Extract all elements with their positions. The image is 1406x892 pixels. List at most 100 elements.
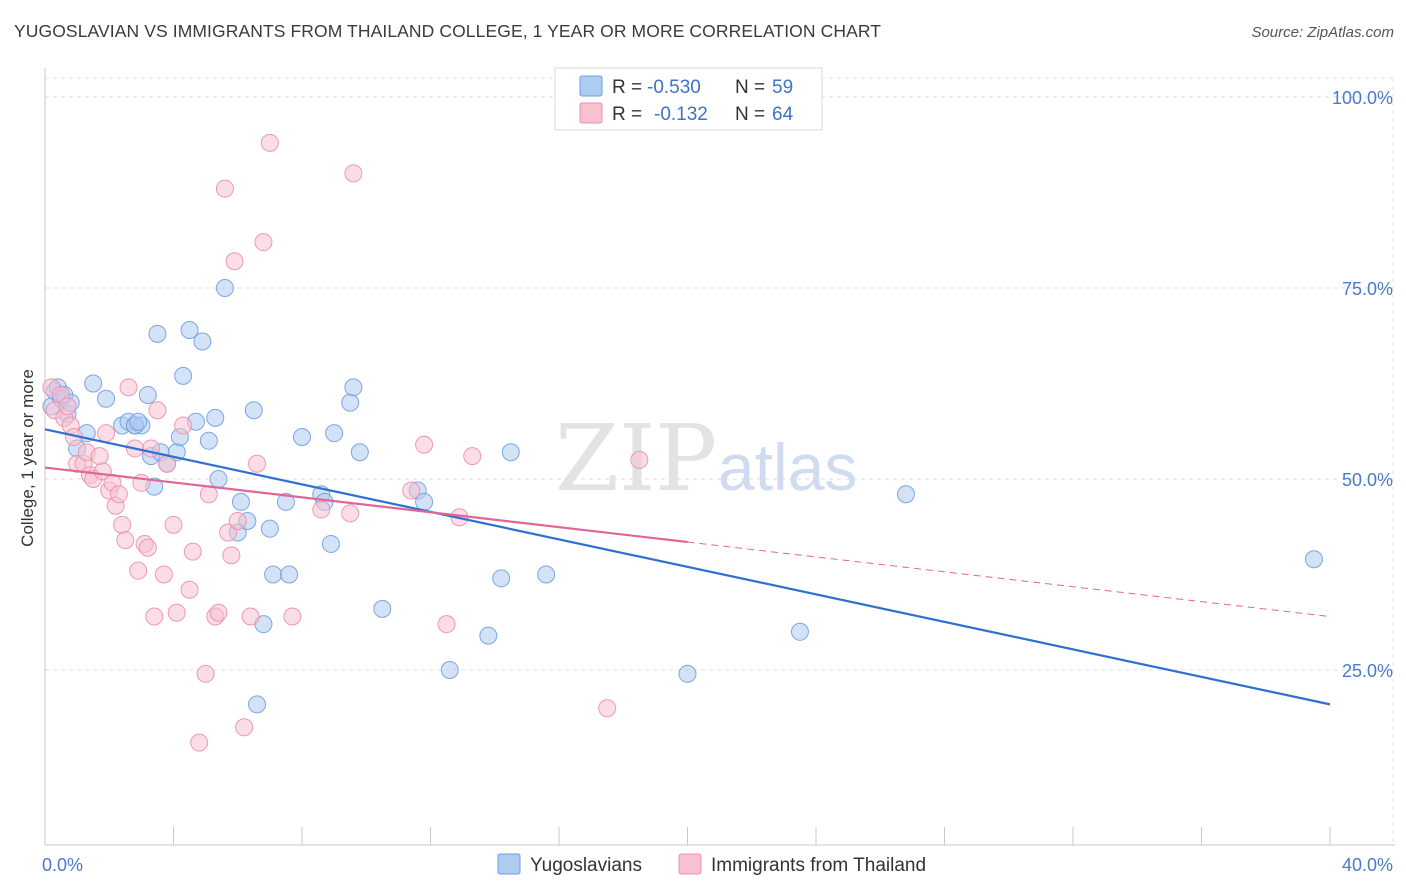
point-thailand-48 <box>241 607 260 626</box>
legend-n-value-1: 59 <box>772 77 793 98</box>
point-thailand-41 <box>209 603 228 622</box>
legend-r-label-1: R = <box>612 77 642 98</box>
legend-swatch-yugoslavians <box>579 75 603 97</box>
y-tick-label-3: 25.0% <box>1342 661 1393 681</box>
trend-line-thailand <box>44 466 688 544</box>
trend-line-thailand-extrapolated <box>687 541 1331 618</box>
point-thailand-49 <box>248 454 267 473</box>
point-thailand-14 <box>97 424 116 443</box>
legend-r-value-1: -0.530 <box>647 77 701 98</box>
point-yugoslavians-58 <box>537 565 556 584</box>
point-yugoslavians-16 <box>129 412 148 431</box>
point-yugoslavians-9 <box>84 374 103 393</box>
point-thailand-55 <box>344 164 363 183</box>
point-thailand-52 <box>283 607 302 626</box>
legend-n-label-1: N = <box>735 77 765 98</box>
point-thailand-36 <box>183 542 202 561</box>
point-thailand-38 <box>196 664 215 683</box>
point-yugoslavians-50 <box>350 443 369 462</box>
point-yugoslavians-47 <box>325 424 344 443</box>
point-thailand-23 <box>129 561 148 580</box>
legend-n-value-2: 64 <box>772 104 794 125</box>
point-yugoslavians-30 <box>206 408 225 427</box>
point-thailand-4 <box>58 397 77 416</box>
point-yugoslavians-20 <box>148 324 167 343</box>
bottom-legend-label-thailand: Immigrants from Thailand <box>711 855 926 876</box>
point-yugoslavians-31 <box>209 470 228 488</box>
point-yugoslavians-10 <box>97 389 116 408</box>
point-thailand-45 <box>225 252 244 271</box>
point-yugoslavians-26 <box>180 321 199 340</box>
point-thailand-34 <box>174 416 193 435</box>
point-thailand-60 <box>463 447 482 466</box>
point-thailand-53 <box>312 500 331 519</box>
point-yugoslavians-43 <box>293 427 311 446</box>
point-yugoslavians-40 <box>264 565 283 584</box>
point-thailand-54 <box>341 504 360 523</box>
point-thailand-32 <box>164 515 183 534</box>
point-yugoslavians-25 <box>174 366 193 385</box>
y-tick-label-0: 100.0% <box>1332 88 1393 108</box>
chart-title: YUGOSLAVIAN VS IMMIGRANTS FROM THAILAND … <box>14 21 882 41</box>
point-thailand-19 <box>113 515 132 534</box>
point-yugoslavians-28 <box>193 332 212 351</box>
point-thailand-47 <box>235 718 254 737</box>
point-thailand-29 <box>148 401 167 420</box>
point-yugoslavians-57 <box>501 443 520 462</box>
point-yugoslavians-59 <box>678 664 697 683</box>
point-thailand-24 <box>132 473 151 492</box>
point-yugoslavians-55 <box>479 626 498 645</box>
point-yugoslavians-37 <box>248 695 267 714</box>
point-thailand-33 <box>167 603 186 622</box>
point-yugoslavians-32 <box>215 279 234 297</box>
point-yugoslavians-51 <box>373 599 392 618</box>
bottom-legend-swatch-thailand <box>678 853 702 875</box>
point-thailand-57 <box>415 435 434 454</box>
point-yugoslavians-54 <box>440 661 459 679</box>
point-yugoslavians-42 <box>280 565 299 584</box>
y-axis-label: College, 1 year or more <box>18 369 37 547</box>
point-thailand-46 <box>228 512 247 531</box>
bottom-legend: Yugoslavians Immigrants from Thailand <box>497 853 926 876</box>
point-thailand-28 <box>145 607 164 626</box>
point-yugoslavians-60 <box>790 622 809 641</box>
point-yugoslavians-36 <box>244 401 263 420</box>
point-thailand-21 <box>119 378 138 397</box>
point-thailand-43 <box>219 523 238 542</box>
point-yugoslavians-62 <box>1304 550 1323 569</box>
watermark-atlas: atlas <box>718 430 857 504</box>
point-yugoslavians-39 <box>260 519 279 538</box>
point-yugoslavians-46 <box>321 534 340 553</box>
x-tick-label-1: 40.0% <box>1342 855 1393 875</box>
point-thailand-37 <box>190 733 209 752</box>
legend-swatch-thailand <box>579 102 603 124</box>
x-tick-label-0: 0.0% <box>42 855 83 875</box>
x-tick-labels: 0.0% 40.0% <box>42 855 1393 875</box>
point-thailand-20 <box>116 531 135 550</box>
point-thailand-12 <box>90 447 109 466</box>
y-tick-labels: 100.0% 75.0% 50.0% 25.0% <box>1332 88 1393 681</box>
trend-lines <box>44 428 1331 706</box>
legend-r-value-2: -0.132 <box>654 104 708 125</box>
point-thailand-26 <box>138 538 157 557</box>
axes <box>44 68 1395 846</box>
trend-line-yugoslavians <box>44 428 1331 706</box>
chart-source: Source: ZipAtlas.com <box>1251 24 1394 41</box>
bottom-legend-label-yugoslavians: Yugoslavians <box>530 855 642 876</box>
point-yugoslavians-34 <box>231 492 250 511</box>
point-thailand-18 <box>109 485 128 504</box>
top-legend: R = -0.530 N = 59 R = -0.132 N = 64 <box>554 67 823 131</box>
y-tick-label-1: 75.0% <box>1342 279 1393 299</box>
point-yugoslavians-49 <box>344 378 363 397</box>
point-yugoslavians-41 <box>276 492 295 511</box>
point-thailand-51 <box>260 133 279 152</box>
point-thailand-56 <box>402 481 421 500</box>
point-thailand-50 <box>254 233 273 252</box>
point-yugoslavians-29 <box>199 431 218 450</box>
point-thailand-58 <box>437 615 456 634</box>
legend-n-label-2: N = <box>735 104 765 125</box>
point-thailand-44 <box>222 546 241 565</box>
point-thailand-30 <box>154 565 173 584</box>
point-thailand-61 <box>598 699 617 718</box>
